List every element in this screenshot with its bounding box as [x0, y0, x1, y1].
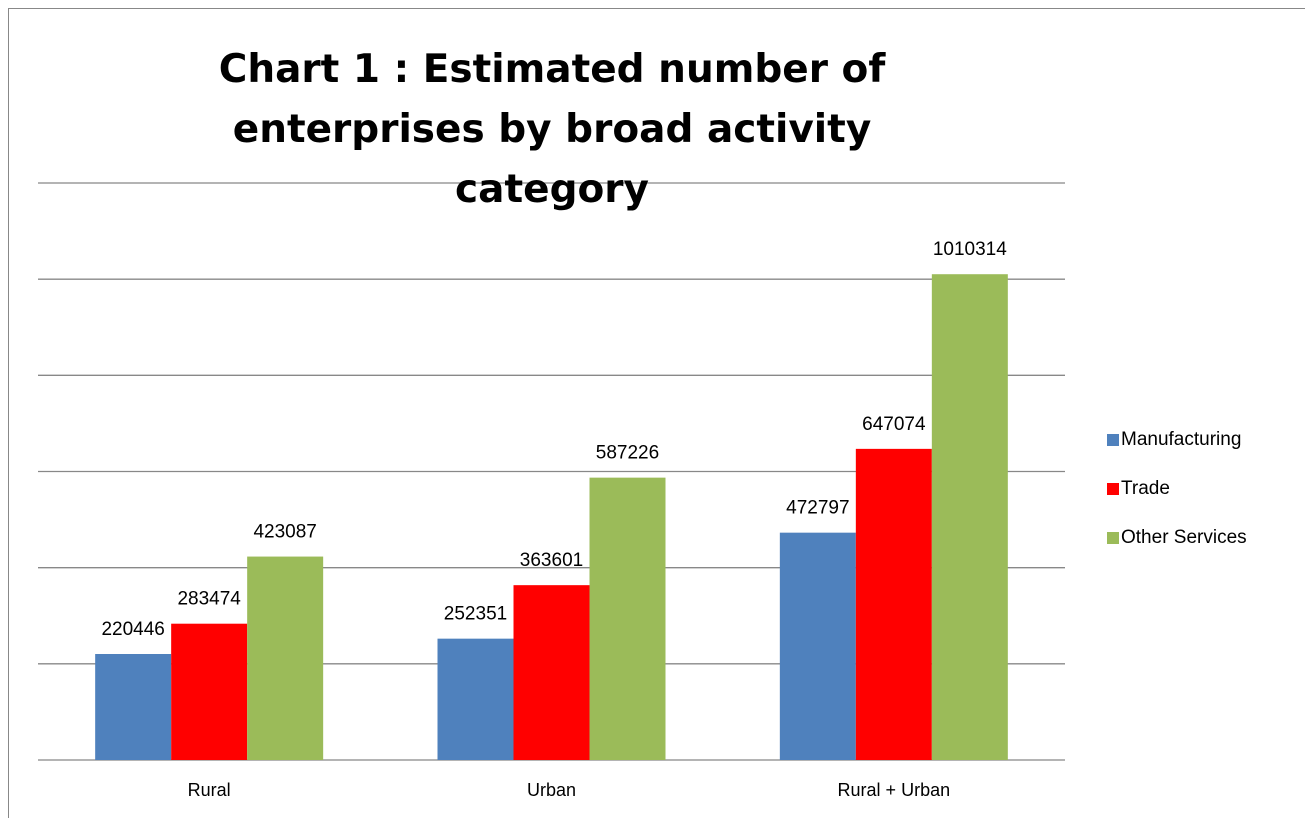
data-label: 283474: [177, 589, 241, 610]
data-label: 363601: [520, 550, 583, 571]
data-label: 587226: [596, 443, 659, 464]
data-label: 472797: [786, 498, 849, 519]
bar: [247, 556, 324, 760]
legend-label: Trade: [1121, 478, 1170, 499]
bar: [95, 654, 172, 760]
data-label: 252351: [444, 604, 507, 625]
bar: [589, 477, 666, 760]
bar: [931, 274, 1008, 760]
bar: [171, 623, 248, 760]
data-label: 1010314: [933, 239, 1007, 260]
x-tick-label: Rural + Urban: [838, 780, 951, 800]
legend-swatch: [1107, 483, 1119, 495]
legend-swatch: [1107, 434, 1119, 446]
x-tick-label: Urban: [527, 780, 576, 800]
data-label: 647074: [862, 414, 926, 435]
bar: [437, 638, 514, 760]
bar: [779, 532, 856, 760]
legend-label: Manufacturing: [1121, 429, 1241, 450]
chart-title: Chart 1 : Estimated number of enterprise…: [218, 47, 886, 212]
data-label: 423087: [253, 522, 316, 543]
bar: [855, 448, 932, 760]
legend-swatch: [1107, 532, 1119, 544]
legend-label: Other Services: [1121, 527, 1247, 548]
bar: [513, 585, 590, 760]
data-label: 220446: [101, 619, 164, 640]
x-tick-label: Rural: [188, 780, 231, 800]
chart-border: [8, 8, 1305, 818]
